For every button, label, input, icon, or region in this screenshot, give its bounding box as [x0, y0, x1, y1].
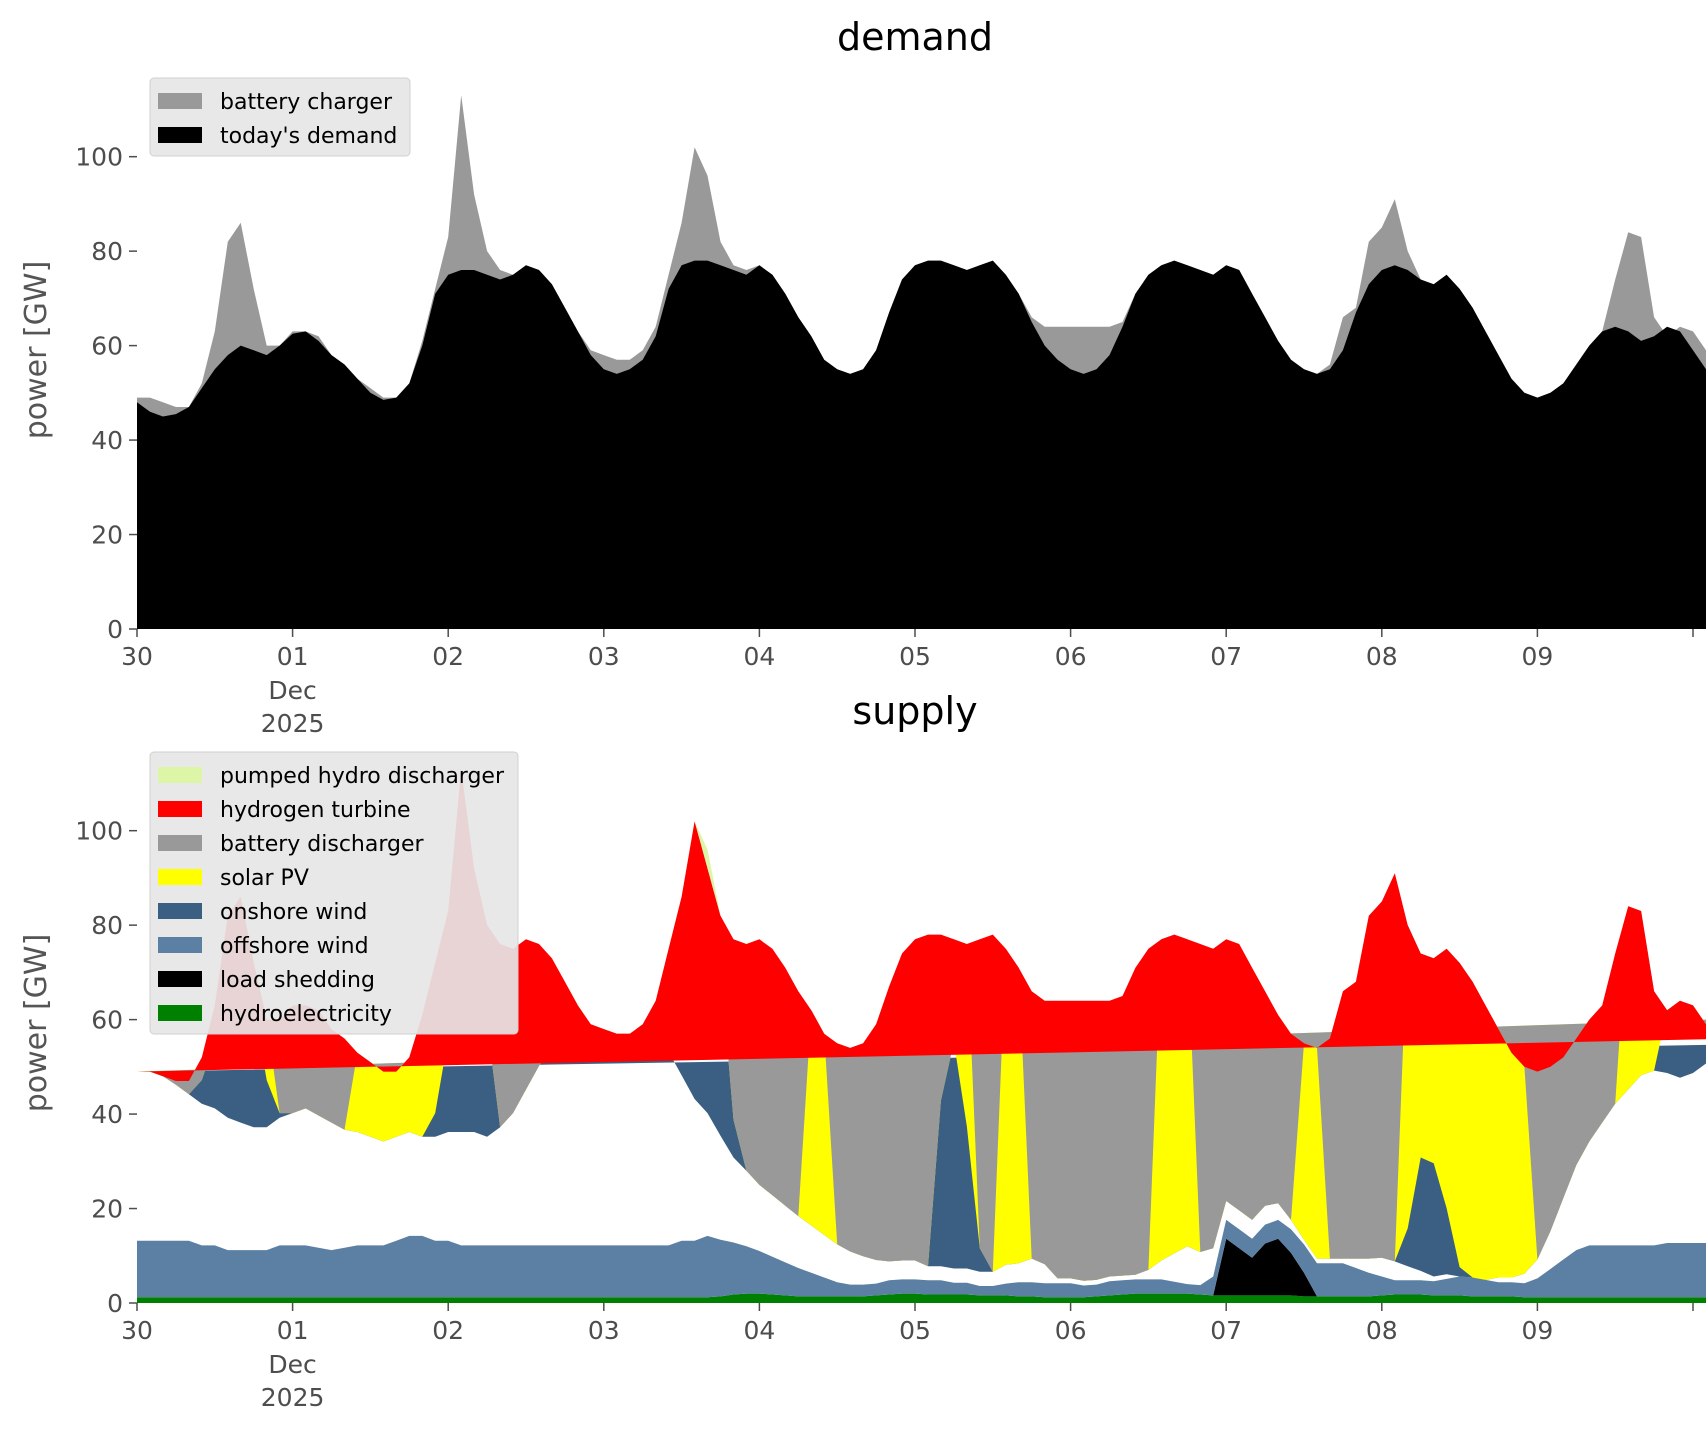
legend-swatch — [158, 937, 202, 953]
x-tick-label: 06 — [1055, 642, 1087, 671]
x-tick-label: 09 — [1521, 1316, 1553, 1345]
demand-title: demand — [837, 15, 993, 59]
x-tick-label: 03 — [588, 642, 620, 671]
x-tick-label: 03 — [588, 1316, 620, 1345]
legend-label: battery charger — [220, 90, 393, 115]
todays-demand-area — [137, 260, 1706, 629]
supply-x-ticks: 30 01 Dec 2025 02 03 04 05 06 07 08 09 — [121, 1303, 1694, 1412]
x-tick-label: 04 — [743, 642, 775, 671]
demand-legend: battery charger today's demand — [149, 77, 411, 157]
x-tick-label: 30 — [121, 1316, 153, 1345]
x-tick-label: 02 — [432, 1316, 464, 1345]
x-tick-label: 05 — [899, 642, 931, 671]
legend-label: load shedding — [220, 968, 375, 993]
legend-label: hydroelectricity — [220, 1002, 392, 1027]
hydroelectricity-area — [137, 1293, 1706, 1303]
y-tick-label: 60 — [91, 332, 123, 361]
y-tick-label: 80 — [91, 237, 123, 266]
legend-swatch — [158, 801, 202, 817]
x-tick-label: 07 — [1210, 1316, 1242, 1345]
demand-x-ticks: 30 01 Dec 2025 02 03 04 05 06 07 08 09 — [121, 629, 1694, 738]
legend-swatch — [158, 835, 202, 851]
legend-swatch — [158, 93, 202, 109]
supply-title: supply — [852, 689, 977, 733]
y-tick-label: 100 — [75, 817, 123, 846]
y-tick-label: 40 — [91, 426, 123, 455]
legend-label: hydrogen turbine — [220, 798, 411, 823]
x-tick-label: 05 — [899, 1316, 931, 1345]
supply-legend: pumped hydro discharger hydrogen turbine b… — [149, 751, 519, 1035]
y-tick-label: 60 — [91, 1006, 123, 1035]
legend-label: battery discharger — [220, 832, 425, 857]
offshore-wind-area — [137, 1219, 1706, 1298]
legend-label: onshore wind — [220, 900, 367, 925]
x-tick-label: 08 — [1366, 642, 1398, 671]
demand-y-axis-label: power [GW] — [19, 261, 54, 440]
legend-label: offshore wind — [220, 934, 369, 959]
x-tick-sublabel: Dec — [268, 676, 316, 705]
legend-swatch — [158, 1005, 202, 1021]
y-tick-label: 0 — [107, 615, 123, 644]
x-tick-label: 06 — [1055, 1316, 1087, 1345]
demand-areas — [137, 95, 1706, 629]
x-tick-label: 08 — [1366, 1316, 1398, 1345]
x-tick-label: 01 — [277, 642, 309, 671]
x-tick-label: 01 — [277, 1316, 309, 1345]
y-tick-label: 100 — [75, 143, 123, 172]
demand-panel: demand 0 20 40 60 80 100 30 01 Dec 2025 02 03 04 05 0… — [19, 15, 1706, 738]
y-tick-label: 80 — [91, 911, 123, 940]
supply-panel: supply 0 20 40 60 80 100 30 01 Dec 2025 02 03 04 05 0… — [19, 689, 1706, 1412]
x-tick-label: 02 — [432, 642, 464, 671]
supply-areas — [137, 769, 1706, 1303]
y-tick-label: 20 — [91, 1195, 123, 1224]
legend-swatch — [158, 869, 202, 885]
x-tick-label: 30 — [121, 642, 153, 671]
y-tick-label: 0 — [107, 1289, 123, 1318]
legend-label: pumped hydro discharger — [220, 764, 505, 789]
legend-label: today's demand — [220, 124, 397, 149]
hydrogen-turbine-area — [137, 769, 1706, 1081]
x-tick-label: 09 — [1521, 642, 1553, 671]
x-tick-sublabel: Dec — [268, 1350, 316, 1379]
legend-box — [149, 77, 411, 157]
x-tick-sublabel: 2025 — [261, 709, 325, 738]
legend-label: solar PV — [220, 866, 309, 891]
x-tick-label: 04 — [743, 1316, 775, 1345]
legend-swatch — [158, 767, 202, 783]
y-tick-label: 40 — [91, 1100, 123, 1129]
legend-swatch — [158, 127, 202, 143]
supply-y-axis-label: power [GW] — [19, 934, 54, 1113]
legend-swatch — [158, 903, 202, 919]
x-tick-label: 07 — [1210, 642, 1242, 671]
supply-y-ticks: 0 20 40 60 80 100 — [75, 817, 137, 1318]
x-tick-sublabel: 2025 — [261, 1383, 325, 1412]
y-tick-label: 20 — [91, 521, 123, 550]
legend-swatch — [158, 971, 202, 987]
demand-y-ticks: 0 20 40 60 80 100 — [75, 143, 137, 644]
legend-box — [149, 751, 519, 1035]
